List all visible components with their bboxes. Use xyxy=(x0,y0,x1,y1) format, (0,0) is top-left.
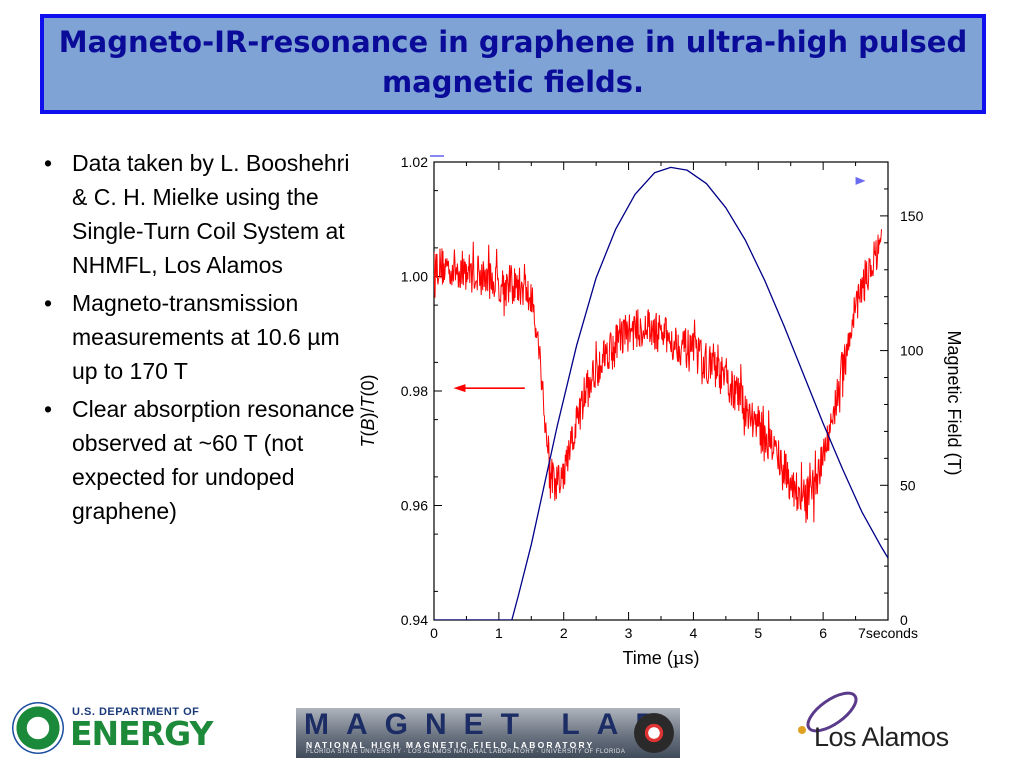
x-tick-label: 1 xyxy=(495,625,503,641)
maglab-emblem-icon xyxy=(634,713,674,753)
x-tick-label: 4 xyxy=(690,625,698,641)
los-alamos-logo-text: Los Alamos xyxy=(814,722,949,752)
y-left-axis-label: T(B)/T(0) xyxy=(358,374,378,447)
doe-logo-top: U.S. DEPARTMENT OF xyxy=(72,706,200,718)
x-axis-label-prefix: Time ( xyxy=(622,648,672,668)
maglab-logo-main: MAGNET LAB xyxy=(304,708,674,741)
y-left-tick-label: 1.02 xyxy=(401,154,428,170)
transmission-field-chart: 0 1 2 3 4 5 6 7seconds 0.94 0.96 0.98 1.00 1.02 0 50 10… xyxy=(358,154,964,669)
x-tick-label: 2 xyxy=(560,625,568,641)
plot-frame xyxy=(433,161,889,621)
maglab-logo-affiliations: FLORIDA STATE UNIVERSITY · LOS ALAMOS NA… xyxy=(306,749,626,755)
x-axis-label: Time (µs) xyxy=(622,648,699,669)
x-tick-label: 0 xyxy=(430,625,438,641)
field-series-line xyxy=(434,166,888,620)
y-left-tick-label: 0.94 xyxy=(401,612,428,628)
y-left-tick-label: 0.98 xyxy=(401,383,428,399)
y-left-axis-label-part: T xyxy=(358,435,378,448)
left-axis-arrow-head xyxy=(453,384,466,393)
right-axis-arrowhead xyxy=(855,176,866,185)
y-left-axis-label-part: (0) xyxy=(358,374,378,396)
los-alamos-orbit-icon xyxy=(798,691,858,734)
y-right-tick-label: 150 xyxy=(900,208,924,224)
bullet-item: Data taken by L. Booshehri & C. H. Mielk… xyxy=(38,146,358,282)
y-right-tick-label: 0 xyxy=(900,612,908,628)
bullet-item: Clear absorption resonance observed at ~… xyxy=(38,392,358,528)
bullet-list: Data taken by L. Booshehri & C. H. Mielk… xyxy=(38,146,358,532)
y-left-axis-label-part: T xyxy=(358,394,378,407)
x-end-label: 7seconds xyxy=(858,625,918,641)
y-left-axis-label-part: )/ xyxy=(358,407,378,418)
x-tick-label: 5 xyxy=(754,625,762,641)
bullet-item: Magneto-transmission measurements at 10.… xyxy=(38,286,358,388)
transmission-series-line xyxy=(434,229,883,523)
doe-logo-main: ENERGY xyxy=(70,714,213,753)
y-right-tick-label: 50 xyxy=(900,477,916,493)
y-left-axis-label-part: B xyxy=(358,418,378,430)
footer-logos: U.S. DEPARTMENT OF ENERGY MAGNET LAB NAT… xyxy=(0,676,1024,768)
x-axis-label-suffix: s) xyxy=(685,648,700,668)
slide-title: Magneto-IR-resonance in graphene in ultr… xyxy=(58,25,968,99)
y-right-axis-label: Magnetic Field (T) xyxy=(944,330,964,475)
y-left-axis-label-part: ( xyxy=(358,431,378,437)
x-tick-label: 6 xyxy=(819,625,827,641)
y-left-tick-label: 0.96 xyxy=(401,498,428,514)
y-right-tick-label: 100 xyxy=(900,343,924,359)
doe-seal-icon xyxy=(12,702,64,754)
maglab-logo-sub: NATIONAL HIGH MAGNETIC FIELD LABORATORY xyxy=(306,740,595,750)
los-alamos-logo: Los Alamos xyxy=(792,682,992,752)
x-axis-label-unit: µ xyxy=(673,648,685,669)
maglab-logo: MAGNET LAB NATIONAL HIGH MAGNETIC FIELD … xyxy=(296,708,680,758)
x-tick-label: 3 xyxy=(625,625,633,641)
doe-logo: U.S. DEPARTMENT OF ENERGY xyxy=(12,700,222,760)
y-left-tick-label: 1.00 xyxy=(401,269,428,285)
slide-title-box: Magneto-IR-resonance in graphene in ultr… xyxy=(40,14,986,114)
